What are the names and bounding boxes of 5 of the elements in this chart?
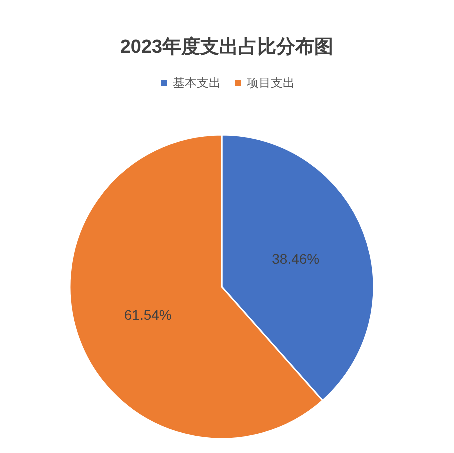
legend-label: 基本支出 — [173, 76, 221, 90]
data-label: 38.46% — [272, 250, 320, 267]
data-label: 61.54% — [124, 307, 172, 324]
legend-label: 项目支出 — [247, 76, 295, 90]
chart-title: 2023年度支出占比分布图 — [120, 36, 334, 58]
